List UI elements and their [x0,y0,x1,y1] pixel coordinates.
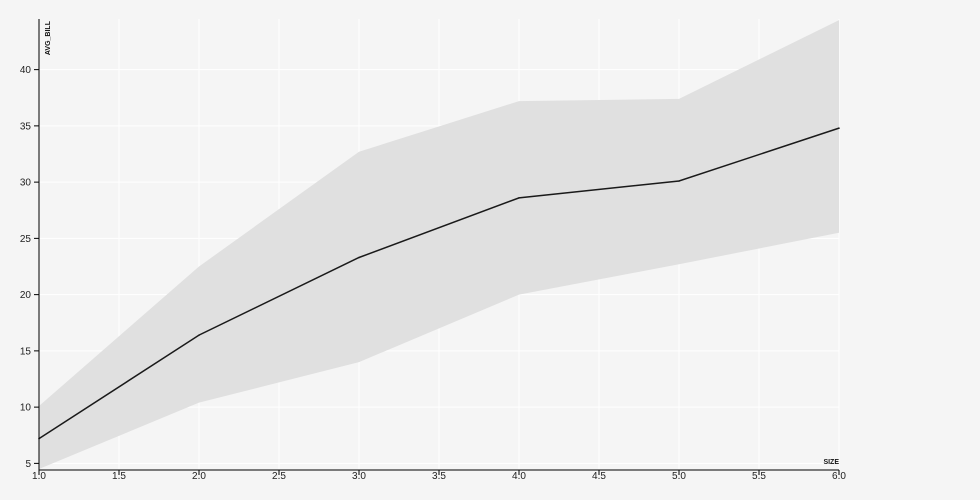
x-tick-label: 3.0 [352,471,366,482]
y-axis-ticks: 5 10 15 20 25 30 35 40 [20,65,39,470]
y-tick-label: 25 [20,234,32,245]
x-axis-title: SIZE [823,459,839,466]
x-tick-label: 2.5 [272,471,286,482]
data-point [838,127,840,129]
y-tick-label: 30 [20,178,32,189]
x-tick-label: 5.5 [752,471,766,482]
y-axis-title: AVG_BILL [45,20,52,55]
y-tick-label: 40 [20,65,32,76]
data-point [518,197,520,199]
x-tick-label: 3.5 [432,471,446,482]
x-axis-ticks: 1.0 1.5 2.0 2.5 3.0 3.5 4.0 4.5 5.0 5.5 6.0 [32,470,846,482]
x-tick-label: 2.0 [192,471,206,482]
y-tick-label: 5 [25,459,31,470]
data-point [678,180,680,182]
data-point [358,256,360,259]
y-tick-label: 20 [20,290,32,301]
x-tick-label: 1.5 [112,471,126,482]
x-tick-label: 4.0 [512,471,526,482]
confidence-band [39,20,839,469]
x-tick-label: 6.0 [832,471,846,482]
y-tick-label: 10 [20,403,32,414]
x-tick-label: 4.5 [592,471,606,482]
x-tick-label: 1.0 [32,471,46,482]
x-tick-label: 5.0 [672,471,686,482]
series-line [38,127,840,440]
data-point [198,334,200,336]
y-tick-label: 15 [20,346,32,357]
y-tick-label: 35 [20,121,32,132]
